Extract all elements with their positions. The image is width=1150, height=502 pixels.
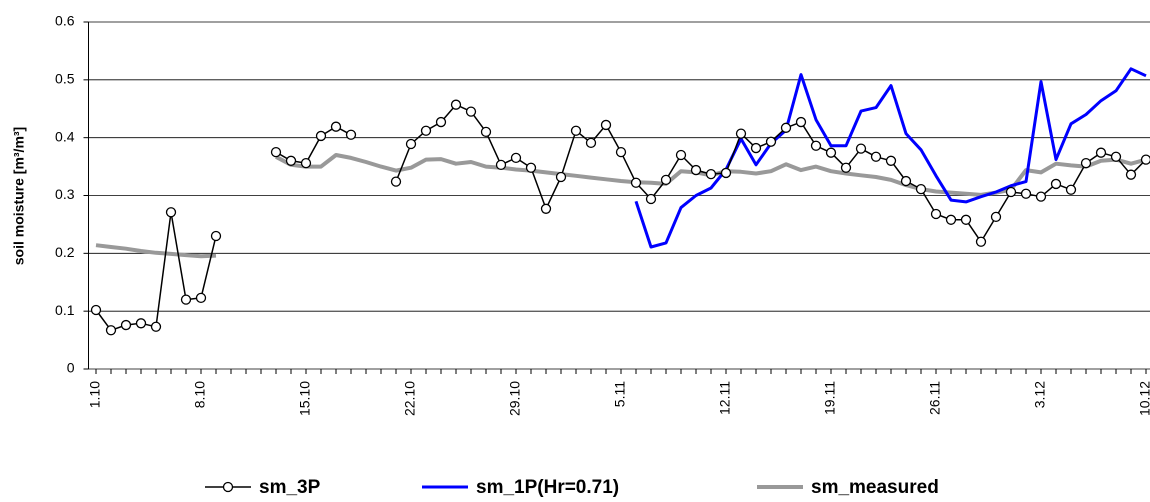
data-point: [795, 116, 807, 128]
data-point: [1020, 188, 1032, 199]
data-point: [1065, 184, 1077, 195]
y-tick-label: 0.2: [55, 244, 75, 260]
data-point: [540, 203, 552, 214]
data-point: [105, 325, 117, 336]
data-point: [705, 168, 717, 180]
data-point: [615, 146, 627, 158]
x-tick-label: 1.10: [87, 381, 103, 408]
data-point: [150, 321, 162, 332]
data-point: [600, 119, 612, 131]
series-line: [95, 103, 1147, 332]
data-point: [765, 136, 777, 147]
legend-label: sm_1P(Hr=0.71): [476, 477, 619, 498]
data-point: [825, 147, 837, 158]
series-line: [634, 67, 1147, 249]
data-point: [930, 208, 942, 220]
data-point: [285, 155, 297, 166]
data-point: [555, 171, 567, 183]
x-tick-label: 12.11: [717, 381, 733, 415]
data-point: [120, 319, 132, 331]
legend-marker: [222, 481, 234, 493]
legend-label: sm_measured: [811, 477, 939, 498]
data-point: [1005, 186, 1017, 198]
data-point: [435, 116, 447, 128]
data-point: [495, 159, 507, 170]
y-tick-label: 0.1: [55, 302, 75, 318]
data-point: [1125, 169, 1137, 180]
data-point: [750, 142, 762, 154]
x-tick-label: 22.10: [402, 381, 418, 416]
x-tick-label: 19.11: [822, 381, 838, 415]
y-tick-label: 0.6: [55, 13, 75, 29]
data-point: [900, 175, 912, 187]
x-tick-label: 3.12: [1032, 381, 1048, 408]
data-point: [810, 140, 822, 151]
data-point: [345, 129, 357, 140]
data-point: [870, 151, 882, 162]
x-tick-label: 8.10: [192, 381, 208, 408]
data-point: [180, 294, 192, 305]
data-point: [195, 292, 207, 304]
data-point: [450, 99, 462, 110]
data-point: [300, 157, 312, 169]
data-point: [420, 125, 432, 136]
data-point: [165, 207, 177, 218]
y-tick-label: 0.4: [55, 128, 75, 144]
data-point: [660, 174, 672, 186]
data-point: [720, 167, 732, 179]
data-point: [480, 126, 492, 138]
data-point: [840, 162, 852, 173]
x-tick-label: 10.12: [1137, 381, 1150, 416]
data-point: [1035, 191, 1047, 202]
data-point: [645, 193, 657, 205]
data-point: [1050, 178, 1062, 190]
data-point: [390, 176, 402, 187]
data-point: [990, 211, 1002, 223]
data-point: [570, 125, 582, 136]
data-point: [465, 106, 477, 117]
data-point: [675, 149, 687, 161]
data-point: [135, 318, 147, 329]
data-point: [885, 155, 897, 166]
data-point: [585, 137, 597, 149]
data-point: [1080, 157, 1092, 169]
y-tick-label: 0.3: [55, 186, 75, 202]
data-point: [1110, 151, 1122, 162]
data-point: [405, 138, 417, 150]
data-point: [945, 214, 957, 225]
series-line: [95, 153, 1147, 259]
data-point: [1140, 154, 1150, 165]
legend-label: sm_3P: [259, 477, 321, 498]
data-point: [960, 214, 972, 225]
data-point: [735, 128, 747, 139]
data-point: [915, 183, 927, 195]
data-point: [1095, 147, 1107, 158]
y-tick-label: 0.5: [55, 71, 75, 87]
data-point: [270, 146, 282, 158]
data-point: [855, 143, 867, 154]
data-point: [315, 130, 327, 142]
data-point: [90, 304, 102, 316]
data-point: [690, 164, 702, 176]
data-point: [330, 121, 342, 132]
x-tick-label: 15.10: [297, 381, 313, 416]
data-point: [780, 122, 792, 133]
x-tick-label: 29.10: [507, 381, 523, 416]
y-axis-label: soil moisture [m³/m³]: [11, 127, 27, 265]
x-tick-label: 5.11: [612, 381, 628, 407]
data-point: [210, 230, 222, 242]
x-tick-label: 26.11: [927, 381, 943, 415]
y-tick-label: 0: [67, 360, 75, 376]
data-point: [975, 236, 987, 247]
data-point: [630, 177, 642, 188]
data-point: [525, 162, 537, 173]
data-point: [510, 152, 522, 164]
